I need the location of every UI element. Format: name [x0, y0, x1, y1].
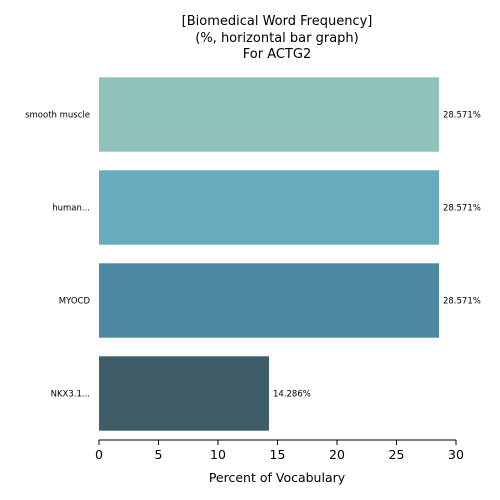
category-label: smooth muscle: [25, 111, 90, 121]
bar: [99, 77, 439, 152]
value-label: 14.286%: [273, 390, 311, 400]
title-line-3: For ACTG2: [243, 47, 311, 62]
x-tick-label: 30: [448, 447, 464, 462]
title-line-2: (%, horizontal bar graph): [195, 31, 358, 46]
bar: [99, 170, 439, 245]
x-tick-label: 20: [329, 447, 345, 462]
x-axis-label: Percent of Vocabulary: [209, 470, 346, 485]
value-label: 28.571%: [443, 297, 481, 307]
x-tick-label: 25: [389, 447, 405, 462]
bar: [99, 263, 439, 338]
x-tick-label: 10: [210, 447, 226, 462]
value-label: 28.571%: [443, 204, 481, 214]
category-labels: smooth muscle human... MYOCD NKX3.1...: [25, 111, 90, 400]
value-labels: 28.571% 28.571% 28.571% 14.286%: [273, 111, 481, 400]
x-tick-label: 15: [270, 447, 286, 462]
title-line-1: [Biomedical Word Frequency]: [182, 14, 373, 29]
category-label: MYOCD: [59, 297, 91, 307]
value-label: 28.571%: [443, 111, 481, 121]
bars-group: [99, 77, 439, 431]
x-tick-label: 5: [155, 447, 163, 462]
x-tick-label: 0: [95, 447, 103, 462]
chart-title: [Biomedical Word Frequency] (%, horizont…: [182, 14, 373, 62]
bar: [99, 356, 270, 431]
x-axis: 0 5 10 15 20 25 30: [95, 439, 464, 462]
category-label: human...: [52, 204, 90, 214]
category-label: NKX3.1...: [51, 390, 90, 400]
